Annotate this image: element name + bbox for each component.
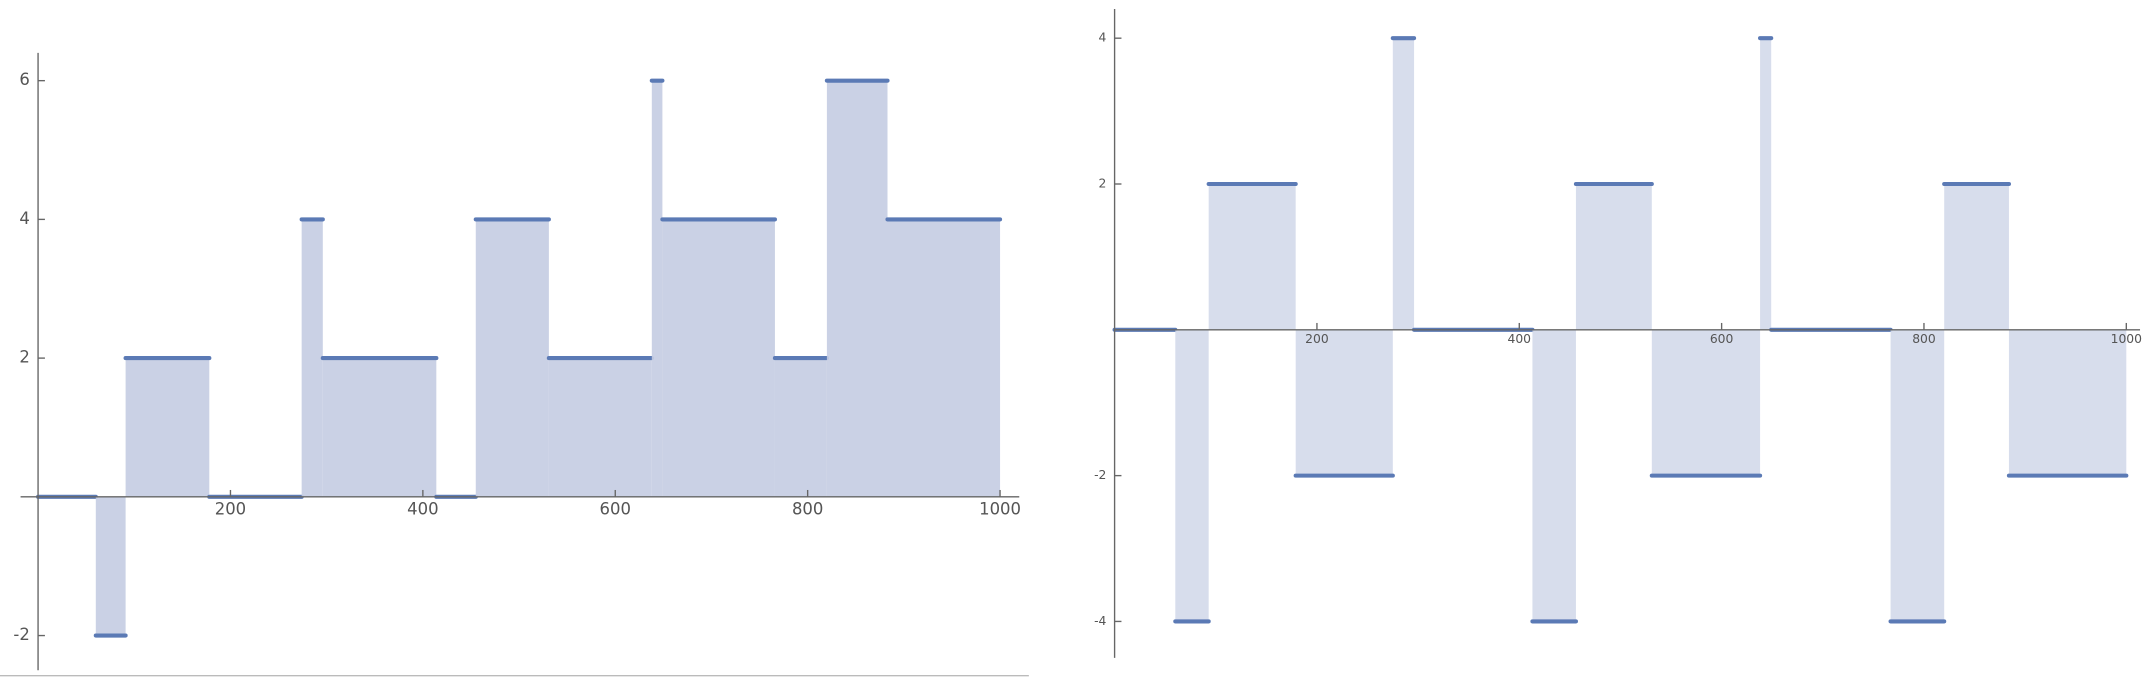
x-tick-label: 600 bbox=[1710, 332, 1734, 346]
x-tick-label: 800 bbox=[1912, 332, 1936, 346]
fill-area bbox=[95, 496, 126, 636]
y-tick-label: -2 bbox=[1094, 468, 1106, 482]
fill-area bbox=[1175, 329, 1209, 622]
fill-area bbox=[1208, 183, 1296, 330]
y-tick-label: 4 bbox=[1099, 31, 1107, 45]
fill-area bbox=[774, 358, 827, 497]
fill-area bbox=[1890, 329, 1945, 622]
x-tick-label: 400 bbox=[407, 500, 438, 519]
x-tick-label: 1000 bbox=[2111, 332, 2143, 346]
y-tick-label: 2 bbox=[1099, 176, 1107, 190]
fill-area bbox=[475, 219, 549, 497]
fill-area bbox=[322, 358, 437, 497]
fill-area bbox=[662, 219, 775, 497]
fill-area bbox=[1392, 38, 1415, 330]
x-tick-label: 200 bbox=[215, 500, 246, 519]
fill-area bbox=[1760, 38, 1772, 330]
x-tick-label: 200 bbox=[1305, 332, 1329, 346]
x-tick-label: 600 bbox=[600, 500, 631, 519]
fill-area bbox=[826, 80, 888, 497]
y-tick-label: -4 bbox=[1094, 614, 1106, 628]
fill-area bbox=[1575, 183, 1652, 330]
fill-area bbox=[887, 219, 1001, 497]
fill-area bbox=[651, 80, 663, 497]
fill-area bbox=[125, 358, 210, 497]
fill-area bbox=[1944, 183, 2009, 330]
x-tick-label: 800 bbox=[792, 500, 823, 519]
x-tick-label: 1000 bbox=[979, 500, 1021, 519]
y-tick-label: 6 bbox=[19, 70, 29, 89]
fill-area bbox=[548, 358, 652, 497]
fill-area bbox=[301, 219, 323, 497]
fill-area bbox=[2008, 329, 2127, 476]
y-tick-label: 2 bbox=[19, 348, 29, 367]
x-tick-label: 400 bbox=[1508, 332, 1532, 346]
y-tick-label: 4 bbox=[19, 209, 29, 228]
fill-area bbox=[1295, 329, 1393, 476]
y-tick-label: -2 bbox=[13, 625, 29, 644]
fill-area bbox=[1651, 329, 1761, 476]
fill-area bbox=[1532, 329, 1576, 622]
